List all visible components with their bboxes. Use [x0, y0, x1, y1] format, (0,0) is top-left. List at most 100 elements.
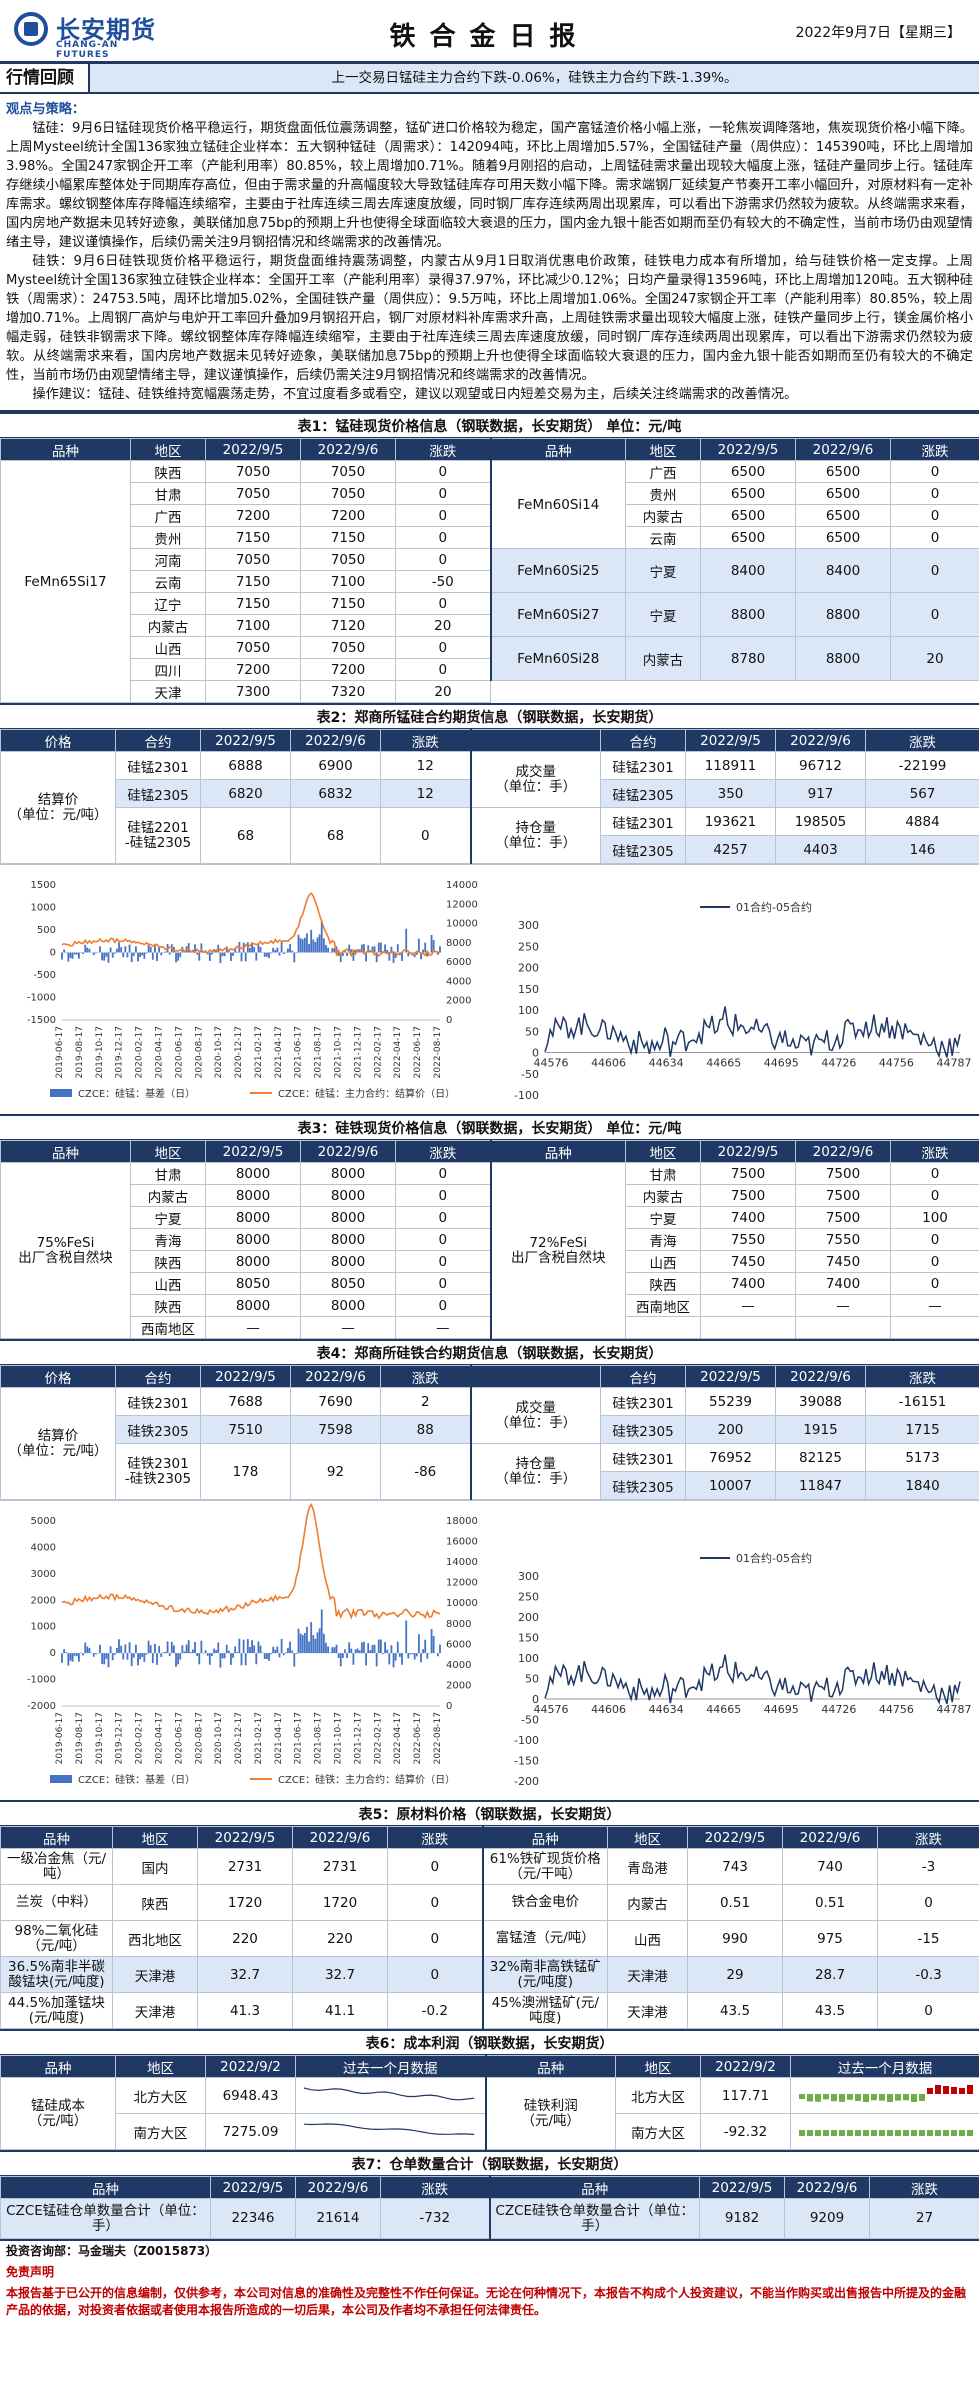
basis-bar — [132, 1653, 135, 1658]
value-cell: 4884 — [865, 807, 979, 836]
contract-cell: 硅铁2301 -硅铁2305 — [115, 1443, 201, 1500]
value-cell: 22346 — [210, 2198, 296, 2239]
basis-bar — [92, 952, 95, 956]
y-tick-label: 250 — [518, 940, 539, 953]
basis-bar — [430, 934, 433, 953]
value-cell: 0 — [890, 592, 979, 637]
basis-bar — [145, 1653, 148, 1655]
spark-bar — [807, 2093, 813, 2102]
basis-bar — [101, 1653, 104, 1664]
spark-bar — [903, 2129, 909, 2136]
header-cell: 2022/9/5 — [210, 2176, 296, 2199]
value-cell: 975 — [782, 1920, 878, 1957]
region-cell: 西北地区 — [112, 1920, 198, 1957]
basis-bar — [388, 1653, 391, 1665]
y-tick-label: 200 — [518, 962, 539, 975]
sparkline-cell — [295, 2077, 486, 2114]
region-cell: 云南 — [130, 570, 206, 593]
market-review: 行情回顾 上一交易日锰硅主力合约下跌-0.06%，硅铁主力合约下跌-1.39%。 — [0, 64, 979, 94]
material-cell: 兰炭（中料） — [0, 1884, 113, 1921]
value-cell: 2731 — [197, 1848, 293, 1885]
right-tick-label: 18000 — [446, 1516, 478, 1527]
x-tick-label: 2020-12-17 — [234, 1712, 244, 1764]
basis-bar — [384, 1642, 386, 1654]
cost-sparkline — [304, 2122, 475, 2135]
basis-bar — [200, 1640, 203, 1654]
x-tick-label: 44726 — [821, 1703, 856, 1716]
basis-bar — [111, 1653, 114, 1661]
basis-bar — [405, 1620, 408, 1654]
basis-bar — [141, 952, 144, 956]
basis-bar — [320, 1609, 323, 1654]
basis-bar — [139, 952, 142, 957]
strategy-heading: 观点与策略： — [6, 102, 86, 117]
basis-bar — [94, 952, 97, 954]
value-cell: 0 — [890, 1250, 979, 1273]
basis-bar — [333, 948, 336, 953]
value-cell: 0 — [387, 1920, 483, 1957]
basis-bar — [124, 1644, 127, 1654]
basis-bar — [282, 952, 285, 955]
x-tick-label: 2020-12-17 — [234, 1026, 244, 1078]
basis-bar — [162, 951, 165, 953]
y-tick-label: 150 — [518, 1632, 539, 1645]
basis-bar — [272, 947, 275, 953]
basis-bar — [276, 1646, 279, 1654]
table-row: 硅锰2305 6820 6832 12 硅锰2305 350 917 567 — [1, 779, 979, 808]
table-row: 36.5%南非半碳酸锰块(元/吨度) 天津港 32.7 32.7 0 32%南非高铁锰矿(… — [0, 1956, 979, 1993]
basis-bar — [223, 952, 226, 957]
product-cell: FeMn60Si25 — [489, 548, 626, 593]
basis-bar — [122, 1653, 125, 1660]
basis-bar — [143, 952, 146, 959]
contract-cell: 硅锰2305 — [600, 779, 686, 808]
value-cell: 0 — [890, 526, 979, 549]
company-logo: 长安期货 CHANG-AN FUTURES — [14, 10, 174, 60]
region-cell: 内蒙古 — [625, 1184, 701, 1207]
spark-bar — [919, 2093, 925, 2101]
header-cell: 合约 — [600, 729, 686, 752]
header-cell: 品种 — [489, 1140, 626, 1163]
value-cell: 0 — [387, 1848, 483, 1885]
x-tick-label: 44665 — [706, 1703, 741, 1716]
basis-bar — [213, 1648, 215, 1654]
value-cell: 0 — [877, 1992, 979, 2029]
x-tick-label: 44787 — [937, 1057, 972, 1070]
y-tick-label: -200 — [514, 1775, 539, 1788]
table-row: 品种 地区 2022/9/5 2022/9/6 涨跌 品种 地区 2022/9/5 2022/9… — [0, 1826, 979, 1849]
right-tick-label: 6000 — [446, 1639, 471, 1650]
region-cell: 北方大区 — [115, 2077, 206, 2114]
value-cell: 7690 — [290, 1387, 381, 1416]
basis-bar — [82, 952, 85, 955]
right-tick-label: 8000 — [446, 938, 471, 949]
x-tick-label: 2021-08-17 — [314, 1712, 324, 1764]
region-cell: 国内 — [112, 1848, 198, 1885]
value-cell: 32.7 — [292, 1956, 388, 1993]
region-cell: 宁夏 — [625, 548, 701, 593]
basis-bar — [164, 951, 167, 953]
value-cell: 7150 — [300, 592, 396, 615]
header-cell: 涨跌 — [387, 1826, 483, 1849]
region-cell: 甘肃 — [130, 482, 206, 505]
value-cell: 8800 — [795, 636, 891, 681]
value-cell: 6500 — [795, 526, 891, 549]
header-cell: 涨跌 — [865, 1365, 979, 1388]
empty-cell — [625, 1316, 701, 1339]
basis-bar — [92, 1653, 95, 1657]
basis-bar — [415, 1653, 418, 1657]
basis-bar — [151, 1653, 154, 1664]
consultant-line: 投资咨询部：马金瑞夫（Z0015873） — [0, 2239, 979, 2262]
value-cell: 7100 — [300, 570, 396, 593]
basis-bar — [424, 942, 427, 953]
header-cell: 地区 — [130, 1140, 206, 1163]
header-cell: 合约 — [115, 729, 201, 752]
basis-bar — [293, 1653, 296, 1667]
table-row: 品种 地区 2022/9/5 2022/9/6 涨跌 品种 地区 2022/9/5 2022/9… — [0, 438, 979, 461]
basis-bar — [187, 1640, 190, 1654]
value-cell: 43.5 — [687, 1992, 783, 2029]
value-cell: 8000 — [300, 1184, 396, 1207]
basis-bar — [354, 949, 357, 953]
header-cell: 2022/9/5 — [699, 2176, 785, 2199]
basis-bar — [314, 941, 317, 953]
basis-bar — [407, 1653, 410, 1659]
value-cell: 8000 — [300, 1162, 396, 1185]
